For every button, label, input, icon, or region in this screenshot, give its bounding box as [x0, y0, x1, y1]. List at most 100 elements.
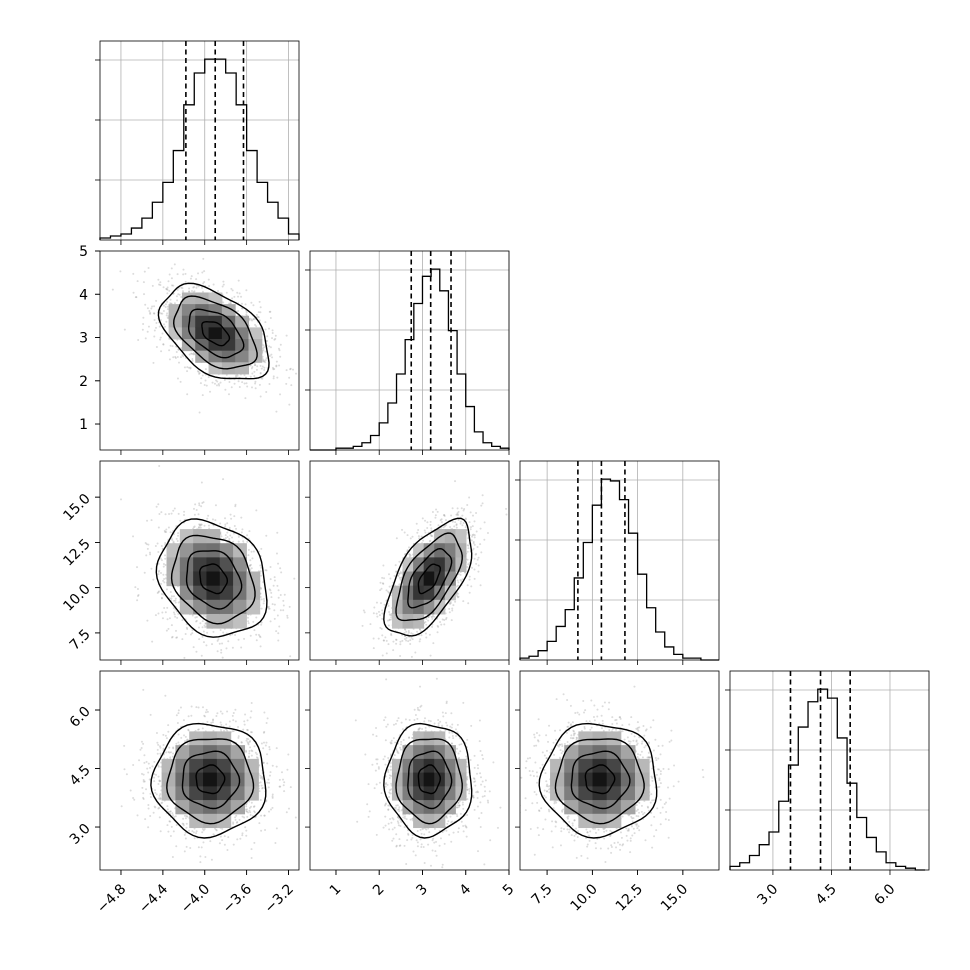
scatter-point	[207, 661, 209, 663]
scatter-point	[189, 366, 192, 369]
scatter-point	[420, 535, 423, 538]
scatter-point	[136, 280, 139, 283]
scatter-point	[255, 313, 258, 316]
scatter-point	[403, 553, 406, 556]
panel-content	[120, 465, 299, 665]
scatter-point	[263, 346, 266, 349]
scatter-point	[240, 302, 243, 305]
scatter-point	[180, 286, 183, 289]
scatter-point	[158, 283, 161, 286]
scatter-point	[195, 620, 198, 623]
scatter-point	[457, 581, 460, 584]
scatter-point	[251, 557, 254, 560]
scatter-point	[238, 385, 241, 388]
scatter-point	[222, 631, 225, 634]
scatter-point	[219, 522, 222, 525]
scatter-point	[236, 291, 239, 294]
scatter-point	[174, 599, 177, 602]
scatter-point	[260, 574, 263, 577]
scatter-point	[150, 519, 153, 522]
scatter-point	[240, 531, 243, 534]
density-block	[195, 327, 210, 340]
scatter-point	[144, 337, 147, 340]
scatter-point	[452, 604, 455, 607]
scatter-point	[177, 512, 180, 515]
scatter-point	[397, 574, 400, 577]
scatter-point	[425, 636, 428, 639]
scatter-point	[268, 383, 271, 386]
scatter-point	[260, 607, 263, 610]
scatter-point	[215, 384, 218, 387]
scatter-point	[189, 367, 192, 370]
scatter-point	[237, 309, 240, 312]
scatter-point	[271, 603, 274, 606]
scatter-point	[257, 311, 260, 314]
scatter-point	[247, 620, 250, 623]
scatter-point	[159, 281, 162, 284]
scatter-point	[177, 534, 180, 537]
scatter-point	[212, 630, 215, 633]
scatter-point	[150, 567, 153, 570]
scatter-point	[275, 364, 278, 367]
density-block	[208, 327, 223, 340]
scatter-point	[184, 632, 187, 635]
panel-frame	[99, 40, 300, 241]
scatter-point	[233, 524, 236, 527]
scatter-point	[176, 377, 179, 380]
scatter-point	[259, 587, 262, 590]
scatter-point	[176, 636, 179, 639]
scatter-point	[195, 619, 198, 622]
scatter-point	[150, 307, 153, 310]
scatter-point	[208, 284, 211, 287]
scatter-point	[421, 517, 424, 520]
scatter-point	[217, 638, 220, 641]
scatter-point	[285, 369, 288, 372]
scatter-point	[393, 662, 395, 664]
scatter-point	[271, 366, 274, 369]
scatter-point	[381, 617, 384, 620]
scatter-point	[436, 631, 439, 634]
scatter-point	[456, 507, 459, 510]
scatter-point	[457, 592, 460, 595]
scatter-point	[486, 531, 489, 534]
scatter-point	[385, 589, 388, 592]
scatter-point	[155, 326, 158, 329]
scatter-point	[189, 633, 192, 636]
scatter-point	[250, 567, 253, 570]
density-block	[206, 529, 221, 544]
scatter-point	[166, 292, 169, 295]
scatter-point	[218, 642, 221, 645]
scatter-point	[395, 638, 398, 641]
contour-line	[185, 550, 243, 610]
scatter-point	[192, 507, 195, 510]
scatter-point	[166, 606, 169, 609]
scatter-point	[383, 577, 386, 580]
scatter-point	[479, 527, 482, 530]
scatter-point	[174, 355, 177, 358]
scatter-point	[372, 647, 375, 650]
scatter-point	[198, 502, 201, 505]
scatter-point	[276, 584, 279, 587]
scatter-point	[203, 524, 206, 527]
scatter-point	[274, 663, 276, 665]
scatter-point	[162, 565, 165, 568]
scatter-point	[158, 325, 161, 328]
scatter-point	[362, 609, 365, 612]
scatter-point	[473, 520, 476, 523]
scatter-point	[278, 625, 281, 628]
scatter-point	[278, 349, 281, 352]
scatter-point	[181, 638, 184, 641]
scatter-point	[473, 534, 476, 537]
scatter-point	[250, 318, 253, 321]
scatter-point	[250, 550, 253, 553]
scatter-point	[470, 585, 473, 588]
scatter-point	[151, 284, 154, 287]
scatter-point	[240, 307, 243, 310]
scatter-point	[152, 578, 155, 581]
scatter-point	[460, 580, 463, 583]
scatter-point	[469, 526, 472, 529]
scatter-point	[475, 562, 478, 565]
scatter-point	[265, 357, 268, 360]
scatter-point	[383, 603, 386, 606]
scatter-point	[188, 287, 191, 290]
